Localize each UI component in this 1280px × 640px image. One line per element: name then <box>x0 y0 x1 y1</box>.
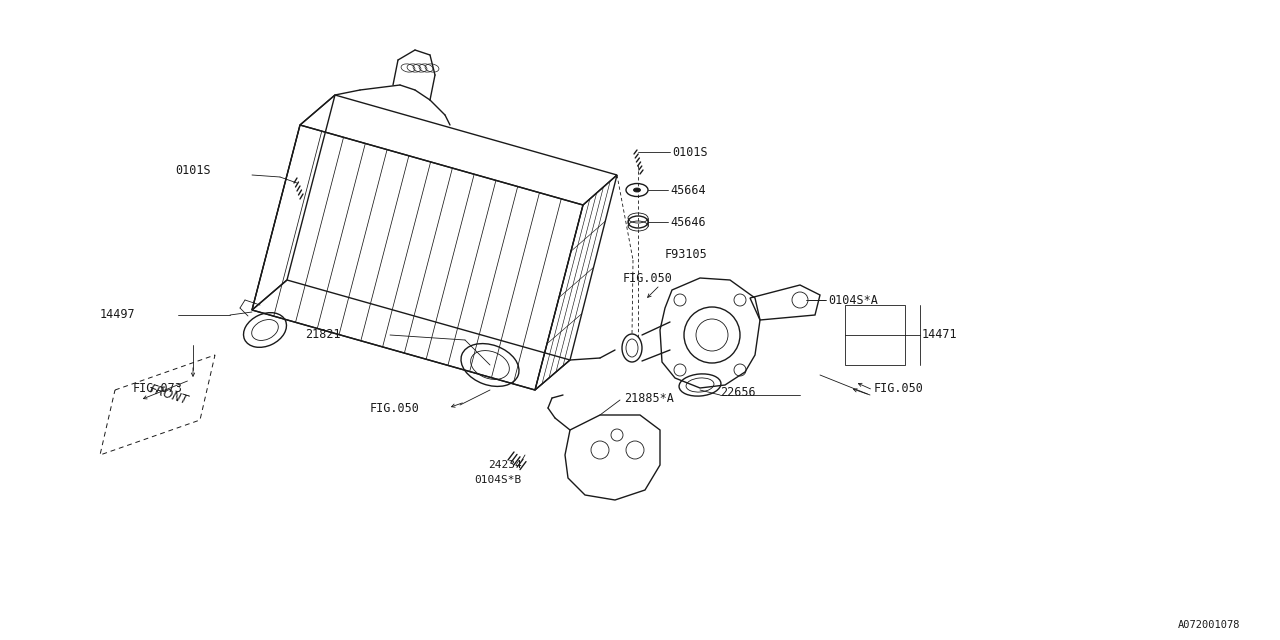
Text: 21821: 21821 <box>305 328 340 342</box>
Text: F93105: F93105 <box>666 248 708 262</box>
Text: FIG.073: FIG.073 <box>133 381 183 394</box>
Text: FIG.050: FIG.050 <box>370 401 420 415</box>
Text: 0101S: 0101S <box>672 145 708 159</box>
Text: FIG.050: FIG.050 <box>874 381 924 394</box>
Ellipse shape <box>634 188 640 192</box>
Text: 45646: 45646 <box>669 216 705 228</box>
Text: 0104S*B: 0104S*B <box>474 475 521 485</box>
Text: 14471: 14471 <box>922 328 957 342</box>
Text: FRONT: FRONT <box>148 383 189 408</box>
Text: FIG.050: FIG.050 <box>623 271 673 285</box>
Text: 0101S: 0101S <box>175 163 211 177</box>
Text: 14497: 14497 <box>100 308 136 321</box>
Text: A072001078: A072001078 <box>1178 620 1240 630</box>
Text: 45664: 45664 <box>669 184 705 196</box>
Text: 0104S*A: 0104S*A <box>828 294 878 307</box>
Text: 21885*A: 21885*A <box>625 392 673 404</box>
Text: 24234: 24234 <box>488 460 522 470</box>
Text: 22656: 22656 <box>719 387 755 399</box>
